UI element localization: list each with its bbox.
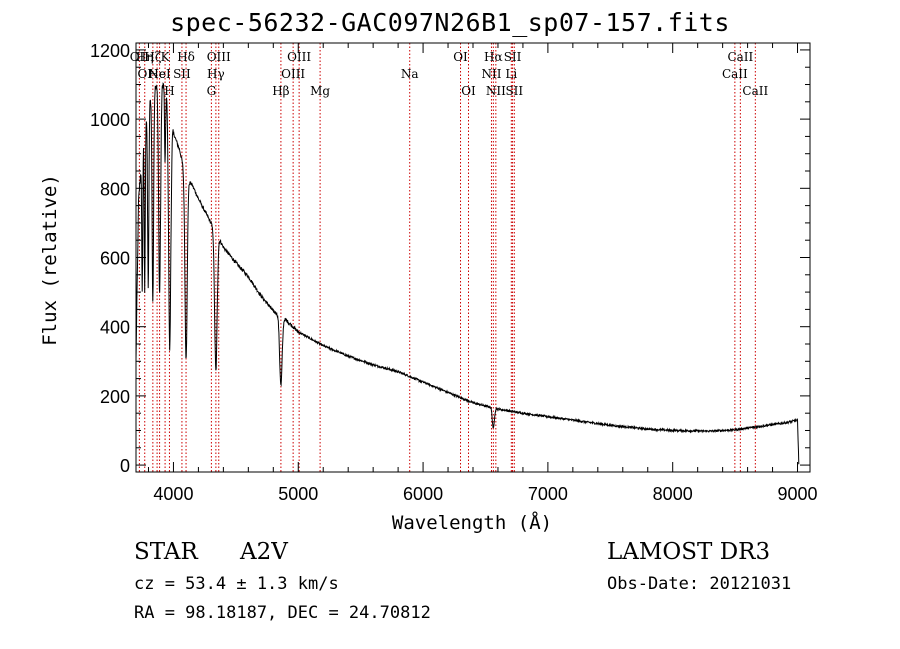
y-tick-label: 0: [120, 456, 130, 476]
line-marker-label: SII: [504, 50, 522, 64]
survey-name: LAMOST DR3: [607, 539, 771, 565]
coordinates: RA = 98.18187, DEC = 24.70812: [134, 603, 431, 623]
y-tick-label: 800: [100, 179, 130, 199]
line-marker-label: Hβ: [272, 84, 289, 98]
y-tick-label: 1200: [90, 41, 130, 61]
line-markers: [138, 43, 756, 472]
line-marker-label: K: [161, 50, 171, 64]
line-marker-label: Hγ: [207, 67, 225, 81]
line-marker-label: Li: [505, 67, 517, 81]
object-class: STAR: [134, 539, 198, 565]
line-marker-label: Mg: [310, 84, 330, 98]
line-marker-label: G: [207, 84, 217, 98]
y-tick-label: 200: [100, 387, 130, 407]
x-tick-label: 4000: [153, 484, 193, 504]
line-marker-label: Hη: [136, 50, 154, 64]
chart-title: spec-56232-GAC097N26B1_sp07-157.fits: [170, 8, 730, 37]
redshift-velocity: cz = 53.4 ± 1.3 km/s: [134, 574, 339, 594]
line-marker-label: CaII: [742, 84, 768, 98]
line-marker-label: NII: [481, 67, 501, 81]
x-axis-label: Wavelength (Å): [392, 511, 552, 534]
x-tick-label: 5000: [278, 484, 318, 504]
line-marker-label: OI: [461, 84, 476, 98]
line-marker-label: OI: [137, 67, 152, 81]
axes: [135, 42, 811, 473]
line-marker-label: NII: [486, 84, 506, 98]
line-marker-label: OII: [130, 50, 150, 64]
tick-labels: 4000 5000 6000 7000 8000 9000 0 200 400 600 800 100…: [90, 41, 818, 504]
line-marker-label: SII: [505, 84, 523, 98]
x-tick-label: 7000: [528, 484, 568, 504]
y-tick-label: 1000: [90, 110, 130, 130]
line-marker-label: HeI: [148, 67, 171, 81]
plot-frame: [135, 42, 811, 473]
line-marker-label: SII: [173, 67, 191, 81]
object-subclass: A2V: [240, 539, 288, 565]
line-marker-label: Hδ: [177, 50, 195, 64]
y-axis-label: Flux (relative): [39, 174, 61, 346]
y-tick-label: 400: [100, 318, 130, 338]
spectrum-line: [135, 82, 800, 465]
y-tick-label: 600: [100, 249, 130, 269]
x-tick-label: 6000: [403, 484, 443, 504]
observation-date: Obs-Date: 20121031: [607, 574, 792, 594]
line-marker-label: Ne: [148, 67, 166, 81]
x-tick-label: 9000: [777, 484, 817, 504]
line-marker-label: OIII: [281, 67, 305, 81]
line-marker-label: H: [164, 84, 174, 98]
line-marker-label: Hζ: [144, 50, 161, 64]
line-marker-label: CaII: [727, 50, 753, 64]
x-tick-label: 8000: [653, 484, 693, 504]
line-marker-label: OIII: [207, 50, 231, 64]
line-marker-label: OI: [453, 50, 468, 64]
line-marker-label: OIII: [287, 50, 311, 64]
spectrum-series: [135, 82, 800, 465]
line-marker-label: Na: [401, 67, 419, 81]
line-marker-label: Hα: [484, 50, 503, 64]
line-marker-label: CaII: [722, 67, 748, 81]
